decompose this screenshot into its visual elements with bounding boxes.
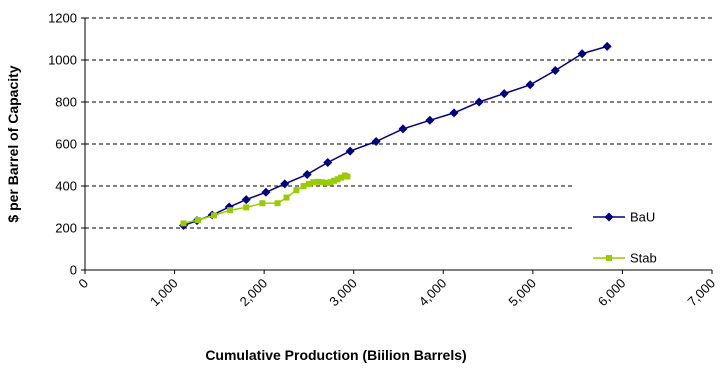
y-tick-label-0: 0 [70, 263, 77, 278]
series-stab-point-18 [338, 174, 345, 181]
series-stab-point-5 [259, 200, 266, 207]
legend-item-bau: BaU [593, 210, 655, 225]
series-stab-point-6 [274, 200, 281, 207]
x-tick-label-5000: 5,000 [505, 276, 539, 310]
legend-swatch-marker-bau [604, 212, 614, 222]
y-axis-title: $ per Barrel of Capacity [5, 65, 21, 222]
series-bau [179, 41, 612, 230]
series-stab-point-8 [293, 187, 300, 194]
series-bau-point-17 [550, 66, 560, 75]
series-stab-point-16 [331, 177, 338, 184]
y-tick-label-200: 200 [55, 221, 77, 236]
series-stab-point-0 [180, 220, 187, 227]
y-tick-label-1200: 1200 [48, 11, 77, 26]
x-axis-title: Cumulative Production (Biilion Barrels) [205, 347, 466, 363]
series-bau-point-9 [345, 146, 355, 156]
series-stab-point-1 [194, 217, 201, 224]
series-bau-point-6 [280, 179, 290, 189]
y-tick-labels: 0 200 400 600 800 1000 1200 [48, 11, 77, 278]
legend-label-bau: BaU [630, 210, 655, 225]
series-stab-point-7 [283, 194, 290, 201]
series-stab-point-14 [323, 179, 330, 186]
legend-label-stab: Stab [630, 251, 657, 266]
x-tick-label-1000: 1,000 [147, 276, 181, 310]
y-tick-label-800: 800 [55, 95, 77, 110]
grid-lines [85, 17, 712, 229]
series-stab-point-17 [334, 176, 341, 183]
series-stab-point-2 [210, 212, 217, 219]
series-stab-point-4 [243, 204, 250, 211]
x-tick-label-4000: 4,000 [416, 276, 450, 310]
y-tick-label-400: 400 [55, 179, 77, 194]
axes [81, 17, 713, 274]
series-bau-point-5 [261, 187, 271, 197]
series-stab-point-9 [300, 183, 307, 189]
series-bau-point-4 [241, 195, 251, 205]
x-tick-labels: 0 1,000 2,000 3,000 4,000 5,000 6,000 7,000 [75, 276, 718, 310]
series-layer [179, 41, 612, 230]
x-tick-label-7000: 7,000 [685, 276, 719, 310]
series-stab-point-15 [327, 179, 334, 186]
x-tick-label-6000: 6,000 [595, 276, 629, 310]
series-stab-point-11 [310, 179, 317, 186]
series-bau-point-8 [323, 157, 333, 167]
series-stab-point-3 [227, 207, 234, 214]
series-bau-point-13 [449, 108, 459, 118]
x-tick-label-3000: 3,000 [326, 276, 360, 310]
series-bau-point-10 [371, 136, 381, 146]
series-bau-point-15 [499, 89, 509, 99]
y-tick-label-1000: 1000 [48, 53, 77, 68]
x-tick-label-0: 0 [75, 276, 91, 292]
series-bau-point-14 [474, 97, 484, 107]
series-stab-point-20 [344, 173, 351, 180]
legend-swatch-marker-stab [606, 255, 612, 261]
series-bau-point-7 [302, 169, 312, 179]
series-bau-point-19 [602, 41, 612, 51]
y-tick-label-600: 600 [55, 137, 77, 152]
series-stab-point-10 [305, 180, 312, 187]
series-bau-point-18 [577, 49, 587, 59]
series-bau-point-16 [525, 80, 535, 90]
series-stab-point-13 [319, 179, 326, 186]
series-stab-point-12 [314, 178, 321, 185]
legend-item-stab: Stab [593, 251, 657, 266]
series-stab [180, 172, 351, 227]
series-bau-point-12 [425, 115, 435, 125]
legend: BaU Stab [593, 210, 657, 266]
x-tick-label-2000: 2,000 [237, 276, 271, 310]
series-bau-point-11 [398, 124, 408, 134]
